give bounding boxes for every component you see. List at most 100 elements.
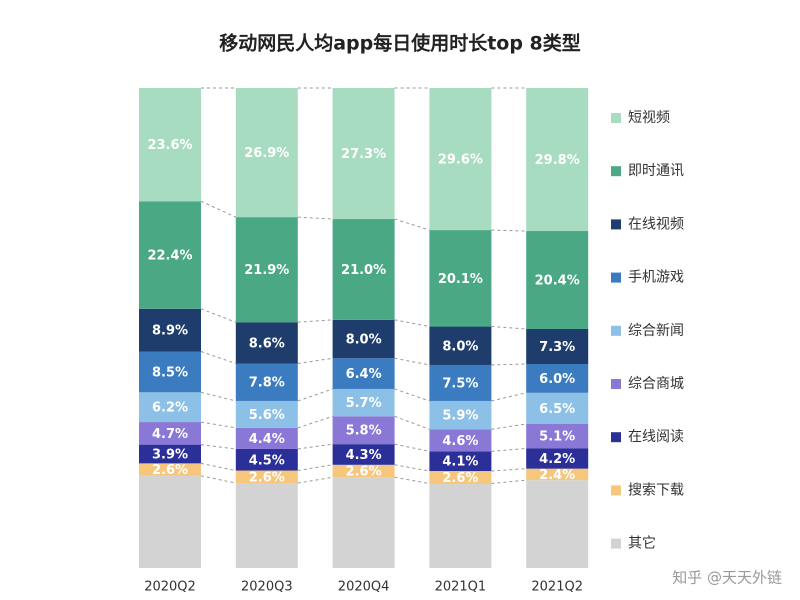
connector: [491, 468, 527, 472]
bar-segment: [139, 475, 201, 568]
data-label: 5.9%: [442, 409, 478, 424]
legend-label: 其它: [628, 535, 656, 552]
legend-swatch: [611, 219, 621, 230]
connector: [394, 443, 430, 452]
bar-segment: [526, 364, 589, 393]
bar-segment: [526, 231, 589, 329]
x-tick-label: 2021Q1: [435, 580, 487, 595]
x-tick-label: 2020Q2: [144, 580, 196, 595]
bar-segment: [139, 444, 201, 464]
data-label: 4.3%: [346, 448, 382, 463]
bar-segment: [332, 444, 395, 465]
data-label: 21.0%: [341, 263, 386, 278]
data-label: 6.2%: [152, 401, 188, 416]
data-label: 20.1%: [438, 272, 483, 287]
data-label: 8.6%: [249, 336, 285, 351]
data-label: 4.4%: [249, 432, 285, 447]
data-label: 6.0%: [539, 372, 575, 387]
data-label: 4.6%: [442, 434, 478, 449]
data-label: 27.3%: [341, 147, 386, 162]
x-tick-label: 2020Q3: [241, 580, 293, 595]
bar-segment: [429, 483, 492, 568]
bar-segment: [332, 319, 395, 359]
bar-segment: [429, 326, 492, 365]
data-label: 29.8%: [535, 153, 580, 168]
legend-swatch: [611, 166, 621, 177]
bar-segment: [139, 201, 201, 309]
x-tick-label: 2020Q4: [338, 580, 390, 595]
connector: [394, 388, 430, 402]
legend-label: 短视频: [628, 110, 670, 126]
data-label: 7.5%: [442, 376, 478, 391]
bar-segment: [235, 470, 298, 484]
bar-segment: [526, 392, 589, 424]
bar-segment: [332, 88, 395, 220]
data-label: 26.9%: [244, 146, 289, 161]
data-label: 3.9%: [152, 448, 188, 463]
chart-title: 移动网民人均app每日使用时长top 8类型: [219, 32, 581, 55]
bar-segment: [235, 483, 298, 568]
bar-segment: [429, 400, 492, 430]
connector: [491, 392, 527, 402]
legend-label: 在线阅读: [628, 428, 684, 445]
connector: [297, 476, 333, 484]
bar-segment: [429, 451, 492, 472]
bar-segment: [429, 429, 492, 452]
connector: [394, 319, 430, 328]
data-label: 4.5%: [249, 453, 285, 468]
data-label: 23.6%: [147, 138, 192, 153]
data-label: 4.1%: [442, 455, 478, 470]
data-label: 20.4%: [535, 274, 580, 289]
data-label: 7.3%: [539, 340, 575, 355]
bar-segment: [235, 88, 298, 218]
bar-segment: [235, 363, 298, 401]
data-label: 2.6%: [346, 465, 382, 480]
connector: [297, 443, 333, 450]
connector: [297, 415, 333, 429]
bar-segment: [332, 416, 395, 445]
bar-segment: [139, 422, 201, 445]
bar-segment: [139, 463, 201, 476]
bar-segment: [526, 448, 589, 469]
connector: [491, 229, 527, 232]
bar-segment: [429, 88, 492, 231]
connector: [491, 423, 527, 430]
bar-segment: [139, 392, 201, 423]
data-label: 2.6%: [442, 471, 478, 486]
bar-segment: [235, 322, 298, 364]
legend-label: 综合新闻: [628, 323, 684, 339]
bar-segment: [429, 230, 492, 327]
bar-segment: [139, 351, 201, 393]
bar-segment: [526, 424, 589, 449]
connector: [394, 357, 430, 366]
bar-segment: [332, 219, 395, 320]
data-label: 29.6%: [438, 153, 483, 168]
connector: [200, 421, 236, 429]
legend-swatch: [611, 325, 621, 336]
data-label: 8.0%: [346, 333, 382, 348]
data-label: 21.9%: [244, 263, 289, 278]
data-label: 6.4%: [346, 367, 382, 382]
connector: [200, 462, 236, 472]
bar-segment: [235, 448, 298, 471]
connector: [200, 351, 236, 364]
data-label: 8.5%: [152, 365, 188, 380]
watermark: 知乎 @天天外链: [672, 569, 782, 587]
bar-segment: [139, 88, 201, 202]
data-label: 2.4%: [539, 468, 575, 483]
legend-label: 综合商城: [628, 376, 684, 392]
bar-segment: [526, 328, 589, 364]
data-label: 5.8%: [346, 424, 382, 439]
data-label: 2.6%: [152, 463, 188, 478]
data-label: 4.7%: [152, 427, 188, 442]
connector: [491, 447, 527, 452]
bar-segment: [332, 388, 395, 417]
legend-label: 手机游戏: [628, 270, 684, 286]
data-label: 8.9%: [152, 324, 188, 339]
connector: [297, 464, 333, 472]
bar-segment: [139, 308, 201, 352]
data-label: 8.0%: [442, 339, 478, 354]
legend-swatch: [611, 113, 621, 123]
bar-segment: [526, 480, 589, 568]
